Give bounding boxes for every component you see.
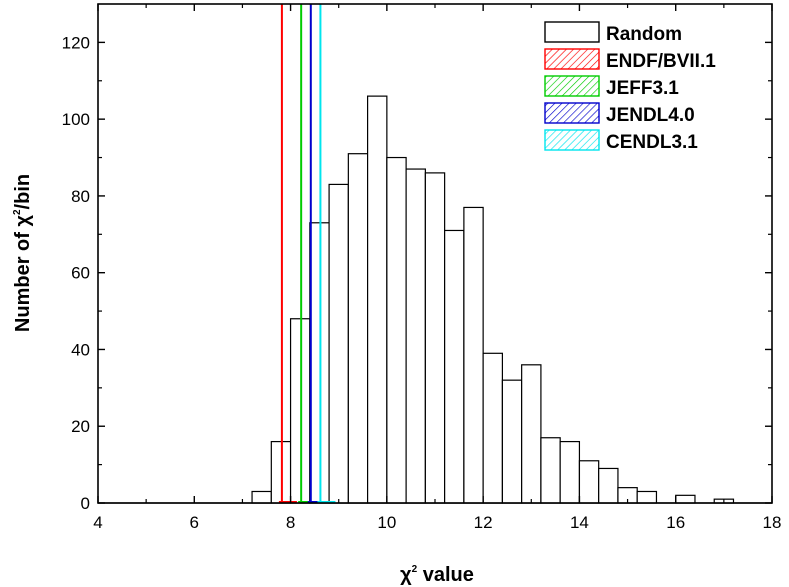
legend-swatch-random — [544, 21, 600, 43]
x-tick-label: 16 — [666, 513, 685, 532]
histogram-bar — [424, 172, 446, 504]
y-tick-label: 20 — [71, 417, 90, 436]
y-axis-title-symbol: χ — [12, 215, 34, 227]
x-tick-label: 6 — [190, 513, 199, 532]
histogram-bars — [98, 95, 772, 504]
x-tick-label: 4 — [93, 513, 102, 532]
histogram-bar — [675, 494, 696, 504]
x-tick-label: 12 — [474, 513, 493, 532]
y-axis-title-superscript: 2 — [12, 209, 23, 215]
y-axis-title: Number of χ2/bin — [12, 174, 34, 332]
y-tick-label: 60 — [71, 264, 90, 283]
reference-lines — [278, 4, 336, 503]
histogram-bar — [251, 490, 272, 504]
histogram-bar — [386, 156, 407, 504]
legend-label-random: Random — [606, 24, 682, 45]
x-tick-label: 14 — [570, 513, 589, 532]
histogram-bar — [444, 229, 465, 504]
legend-swatch-jendl4-0 — [544, 102, 600, 124]
histogram-bar — [328, 183, 349, 504]
y-tick-label: 80 — [71, 187, 90, 206]
y-tick-label: 120 — [62, 33, 90, 52]
histogram-bar — [598, 467, 619, 504]
legend-swatch-cendl3-1 — [544, 129, 600, 151]
legend-label-cendl3-1: CENDL3.1 — [606, 132, 698, 153]
reference-marker-endf-bvii-1 — [278, 501, 297, 503]
x-tick-label: 8 — [286, 513, 295, 532]
reference-marker-cendl3-1 — [317, 501, 336, 503]
x-axis-title-symbol: χ — [400, 564, 412, 586]
reference-marker-jeff3-1 — [298, 501, 317, 503]
x-axis-title-text: value — [423, 564, 474, 586]
histogram-bar — [347, 153, 369, 504]
y-tick-labels: 0 20 40 60 80 100 120 — [62, 33, 90, 513]
x-tick-label: 18 — [763, 513, 782, 532]
histogram-bar — [463, 206, 484, 504]
y-tick-label: 0 — [81, 494, 90, 513]
histogram-bar — [482, 352, 503, 504]
histogram-bar — [405, 168, 426, 504]
legend-swatch-endf-bvii-1 — [544, 48, 600, 70]
histogram-bar — [501, 379, 523, 504]
histogram-bar — [636, 490, 658, 504]
legend-label-endf-bvii-1: ENDF/BVII.1 — [606, 51, 716, 72]
y-tick-label: 40 — [71, 340, 90, 359]
x-tick-label: 10 — [377, 513, 396, 532]
y-axis-title-prefix: Number of — [12, 232, 34, 332]
histogram-bar — [540, 437, 561, 504]
y-tick-label: 100 — [62, 110, 90, 129]
histogram-bar — [578, 460, 600, 504]
histogram-bar — [521, 364, 542, 504]
x-axis-title: χ2 value — [400, 564, 474, 586]
reference-marker-jendl4-0 — [307, 501, 326, 503]
legend: Random ENDF/BVII.1 JEFF3.1 JENDL4.0 CENDL3.1 — [544, 21, 716, 153]
y-axis-title-suffix: /bin — [12, 174, 34, 210]
axis-ticks — [97, 4, 773, 504]
legend-label-jeff3-1: JEFF3.1 — [606, 78, 679, 99]
histogram-bar — [559, 440, 581, 504]
legend-label-jendl4-0: JENDL4.0 — [606, 105, 695, 126]
x-tick-labels: 4 6 8 10 12 14 16 18 — [93, 513, 781, 532]
x-axis-title-superscript: 2 — [412, 564, 418, 575]
histogram-bar — [367, 95, 388, 504]
legend-swatch-jeff3-1 — [544, 75, 600, 97]
